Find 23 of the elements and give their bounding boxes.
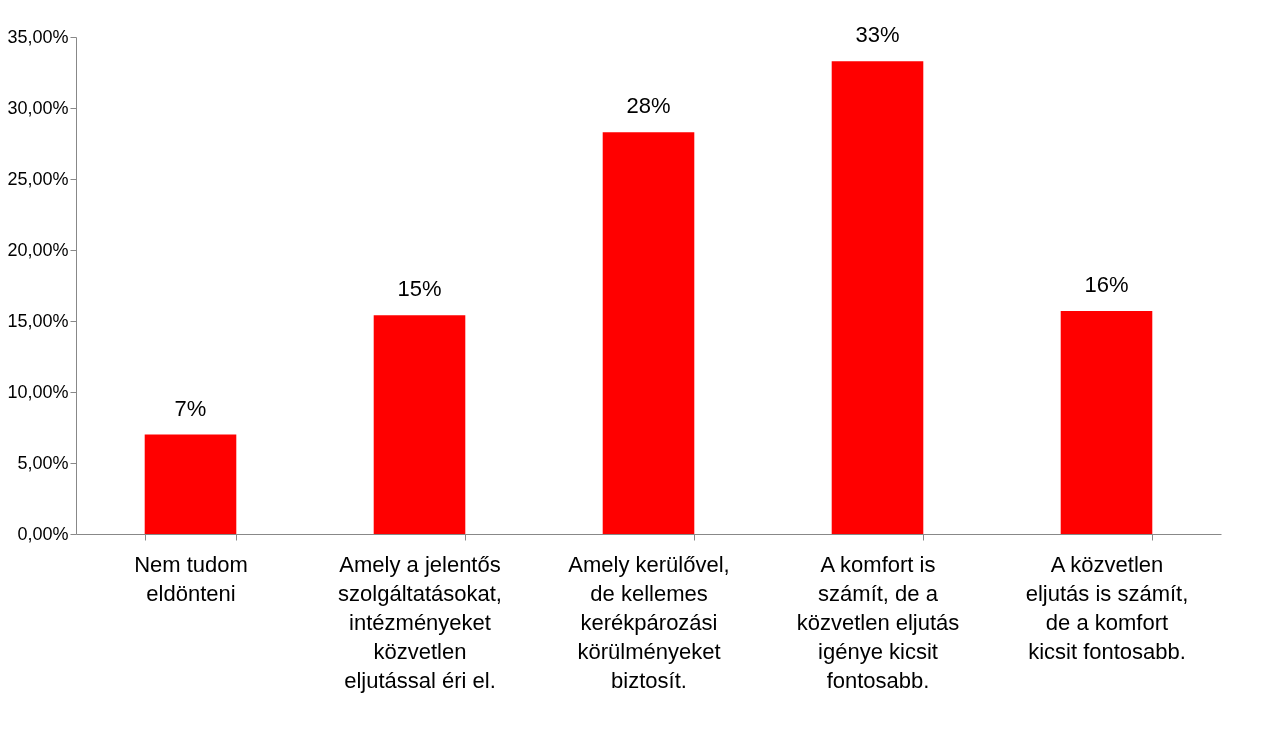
data-label: 33% xyxy=(855,22,900,48)
y-tick-label: 20,00% xyxy=(7,239,69,260)
data-label: 7% xyxy=(174,395,207,421)
bar xyxy=(831,61,924,534)
y-tick-label: 30,00% xyxy=(7,97,69,118)
y-tick-label: 5,00% xyxy=(17,452,69,473)
y-tick-label: 10,00% xyxy=(7,381,69,402)
data-label: 15% xyxy=(397,276,442,302)
bar xyxy=(373,315,466,534)
x-tick-label: Nem tudom eldönteni xyxy=(134,551,248,606)
data-label: 28% xyxy=(626,93,671,119)
x-tick-label: Amely kerülővel, de kellemes kerékpározási körülményeket biztosít. xyxy=(568,551,730,693)
x-tick-label: Amely a jelentős szolgáltatásokat, intézményeket közvetlen eljutással éri el. xyxy=(338,551,502,693)
y-tick-label: 35,00% xyxy=(7,26,69,47)
bar xyxy=(602,132,695,534)
bar xyxy=(144,434,237,534)
data-label: 16% xyxy=(1084,272,1129,298)
x-tick-label: A komfort is számít, de a közvetlen eljutás igénye kicsit fontosabb. xyxy=(796,551,960,693)
y-tick-label: 0,00% xyxy=(17,523,69,544)
y-tick-label: 15,00% xyxy=(7,310,69,331)
y-tick-label: 25,00% xyxy=(7,168,69,189)
x-tick-label: A közvetlen eljutás is számít, de a komfort kicsit fontosabb. xyxy=(1025,551,1189,664)
bar xyxy=(1060,311,1153,534)
